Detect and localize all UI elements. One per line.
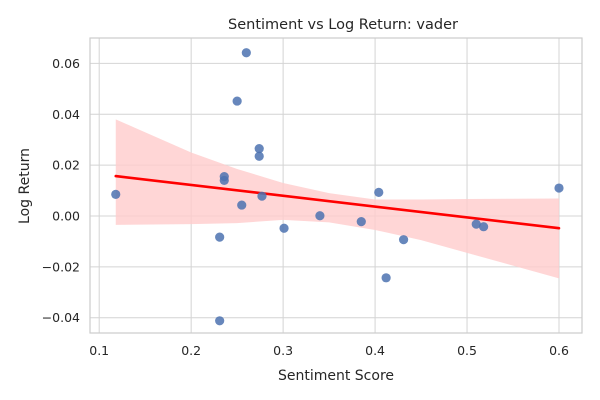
chart-title: Sentiment vs Log Return: vader [228, 17, 458, 33]
x-axis-label: Sentiment Score [278, 368, 394, 384]
y-tick-label: 0.00 [52, 209, 80, 224]
y-tick-label: 0.06 [52, 56, 80, 71]
data-point [382, 273, 391, 282]
x-tick-label: 0.6 [549, 343, 569, 358]
data-point [111, 190, 120, 199]
data-point [479, 222, 488, 231]
y-axis-label: Log Return [17, 148, 33, 224]
x-tick-label: 0.5 [457, 343, 477, 358]
y-tick-label: −0.04 [42, 310, 80, 325]
x-tick-label: 0.3 [273, 343, 293, 358]
data-point [257, 192, 266, 201]
data-point [242, 48, 251, 57]
x-tick-label: 0.4 [365, 343, 385, 358]
y-tick-label: 0.02 [52, 158, 80, 173]
data-point [255, 152, 264, 161]
data-point [357, 217, 366, 226]
data-point [315, 211, 324, 220]
data-point [374, 188, 383, 197]
data-point [399, 235, 408, 244]
data-point [215, 316, 224, 325]
data-point [237, 200, 246, 209]
data-point [554, 183, 563, 192]
y-tick-label: −0.02 [42, 259, 80, 274]
x-tick-label: 0.1 [89, 343, 109, 358]
data-point [279, 224, 288, 233]
data-point [233, 96, 242, 105]
x-tick-label: 0.2 [181, 343, 201, 358]
data-point [220, 176, 229, 185]
data-point [215, 233, 224, 242]
y-tick-label: 0.04 [52, 107, 80, 122]
